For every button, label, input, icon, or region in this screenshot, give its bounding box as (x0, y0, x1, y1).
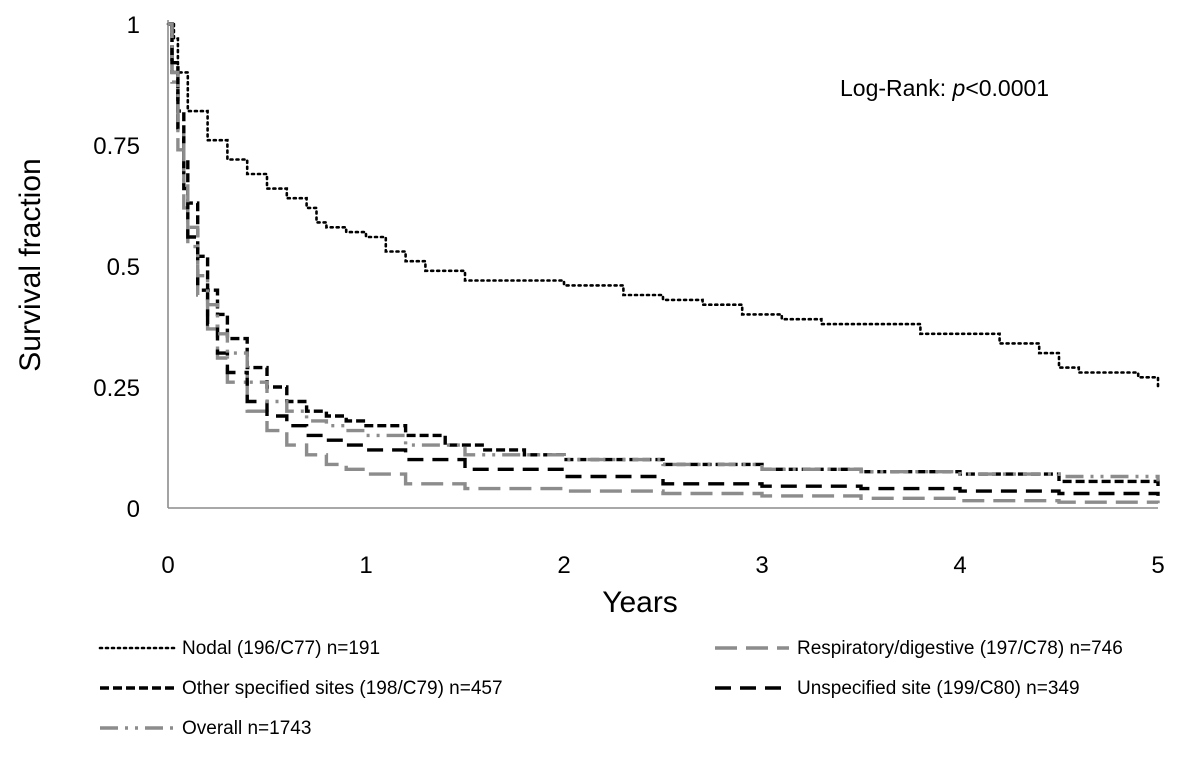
x-axis-title: Years (602, 586, 678, 619)
legend-label-3: Other specified sites (198/C79) n=457 (182, 678, 503, 699)
series-line-2 (168, 22, 1160, 504)
y-tick-label: 1 (127, 12, 140, 39)
y-tick-label: 0.75 (93, 133, 140, 160)
x-tick-label: 0 (161, 552, 174, 579)
annotation-suffix: <0.0001 (965, 75, 1049, 101)
annotation-prefix: Log-Rank: (840, 75, 953, 101)
log-rank-annotation: Log-Rank: p<0.0001 (840, 75, 1049, 101)
x-tick-label: 4 (953, 552, 966, 579)
x-tick-label: 5 (1151, 552, 1164, 579)
y-axis-title: Survival fraction (14, 158, 47, 371)
axes (167, 20, 1158, 509)
y-tick-label: 0 (127, 496, 140, 523)
series-line-4 (168, 22, 1160, 496)
y-tick-label: 0.5 (107, 254, 140, 281)
x-tick-label: 2 (557, 552, 570, 579)
y-tick-label: 0.25 (93, 375, 140, 402)
x-tick-label: 1 (359, 552, 372, 579)
series-lines (166, 22, 1160, 504)
x-tick-label: 3 (755, 552, 768, 579)
tick-labels: 0 1 2 3 4 5 0 0.25 0.5 0.75 1 (93, 12, 1164, 579)
legend-label-1: Nodal (196/C77) n=191 (182, 638, 380, 659)
legend: Nodal (196/C77) n=191 Respiratory/digesti… (98, 638, 1123, 739)
legend-label-4: Unspecified site (199/C80) n=349 (797, 678, 1080, 699)
legend-label-5: Overall n=1743 (182, 718, 311, 739)
series-line-5 (168, 22, 1160, 482)
legend-label-2: Respiratory/digestive (197/C78) n=746 (797, 638, 1123, 659)
annotation-p: p (952, 75, 966, 101)
series-line-1 (166, 22, 1160, 389)
